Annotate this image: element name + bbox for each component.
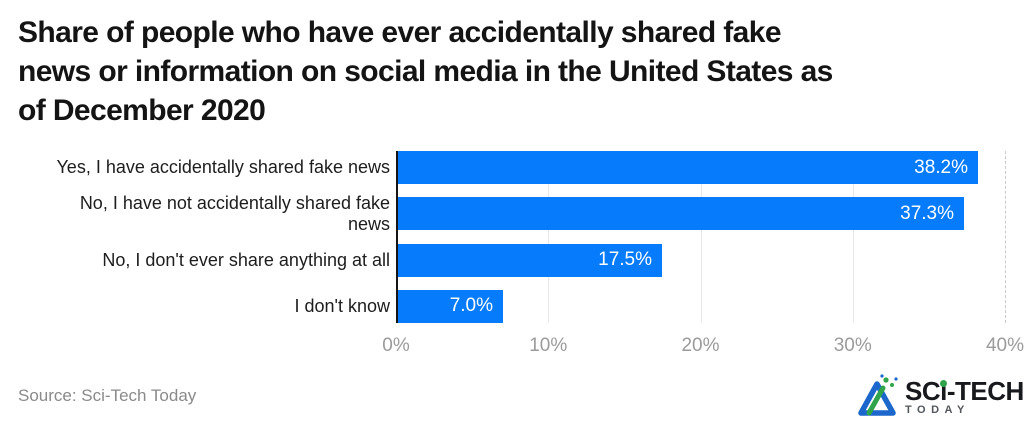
y-axis-line bbox=[396, 151, 398, 323]
bar-row-2: No, I don't ever share anything at all 17… bbox=[0, 243, 1024, 277]
category-label-1: No, I have not accidentally shared fake … bbox=[79, 192, 390, 234]
chart-title: Share of people who have ever accidental… bbox=[18, 13, 833, 130]
bar-0: 38.2% bbox=[398, 151, 978, 184]
logo-subtitle-text: TODAY bbox=[905, 403, 970, 416]
bar-3: 7.0% bbox=[398, 289, 503, 323]
category-label-3: I don't know bbox=[294, 295, 391, 316]
x-tick-label-40: 40% bbox=[985, 335, 1024, 356]
x-tick-label-30: 30% bbox=[833, 335, 872, 356]
x-tick-label-20: 20% bbox=[681, 335, 720, 356]
bar-row-0: Yes, I have accidentally shared fake new… bbox=[0, 151, 1024, 184]
gridline-10 bbox=[548, 151, 550, 323]
category-label-2: No, I don't ever share anything at all bbox=[102, 249, 390, 270]
chart-title-line-2: news or information on social media in t… bbox=[18, 55, 833, 88]
x-tick-label-10: 10% bbox=[529, 335, 568, 356]
logo-i-dot bbox=[940, 379, 948, 387]
x-tick-label-0: 0% bbox=[382, 335, 410, 356]
chart-title-line-3: of December 2020 bbox=[18, 94, 266, 127]
x-axis: 0% 10% 20% 30% 40% bbox=[0, 336, 1024, 360]
bar-1: 37.3% bbox=[398, 197, 964, 231]
bar-value-label-2: 17.5% bbox=[598, 249, 652, 271]
bar-row-1: No, I have not accidentally shared fake … bbox=[0, 192, 1024, 234]
bar-value-label-0: 38.2% bbox=[914, 156, 968, 178]
bar-rows: Yes, I have accidentally shared fake new… bbox=[0, 151, 1024, 323]
source-text: Source: Sci-Tech Today bbox=[18, 386, 197, 405]
scitech-logo-icon bbox=[855, 373, 902, 422]
gridline-40 bbox=[1005, 151, 1006, 323]
bar-2: 17.5% bbox=[398, 243, 662, 277]
gridline-20 bbox=[700, 151, 702, 323]
bar-value-label-1: 37.3% bbox=[900, 202, 954, 224]
gridline-30 bbox=[852, 151, 854, 323]
bar-chart-plot-area: Yes, I have accidentally shared fake new… bbox=[0, 151, 1024, 323]
scitech-logo: SC ı -TECH TODAY bbox=[855, 373, 1024, 422]
bar-value-label-3: 7.0% bbox=[449, 295, 493, 317]
category-label-0: Yes, I have accidentally shared fake new… bbox=[56, 157, 390, 177]
bar-row-3: I don't know 7.0% bbox=[0, 289, 1024, 323]
logo-brand-text: SC ı -TECH bbox=[905, 375, 1024, 406]
chart-title-line-1: Share of people who have ever accidental… bbox=[18, 16, 782, 49]
